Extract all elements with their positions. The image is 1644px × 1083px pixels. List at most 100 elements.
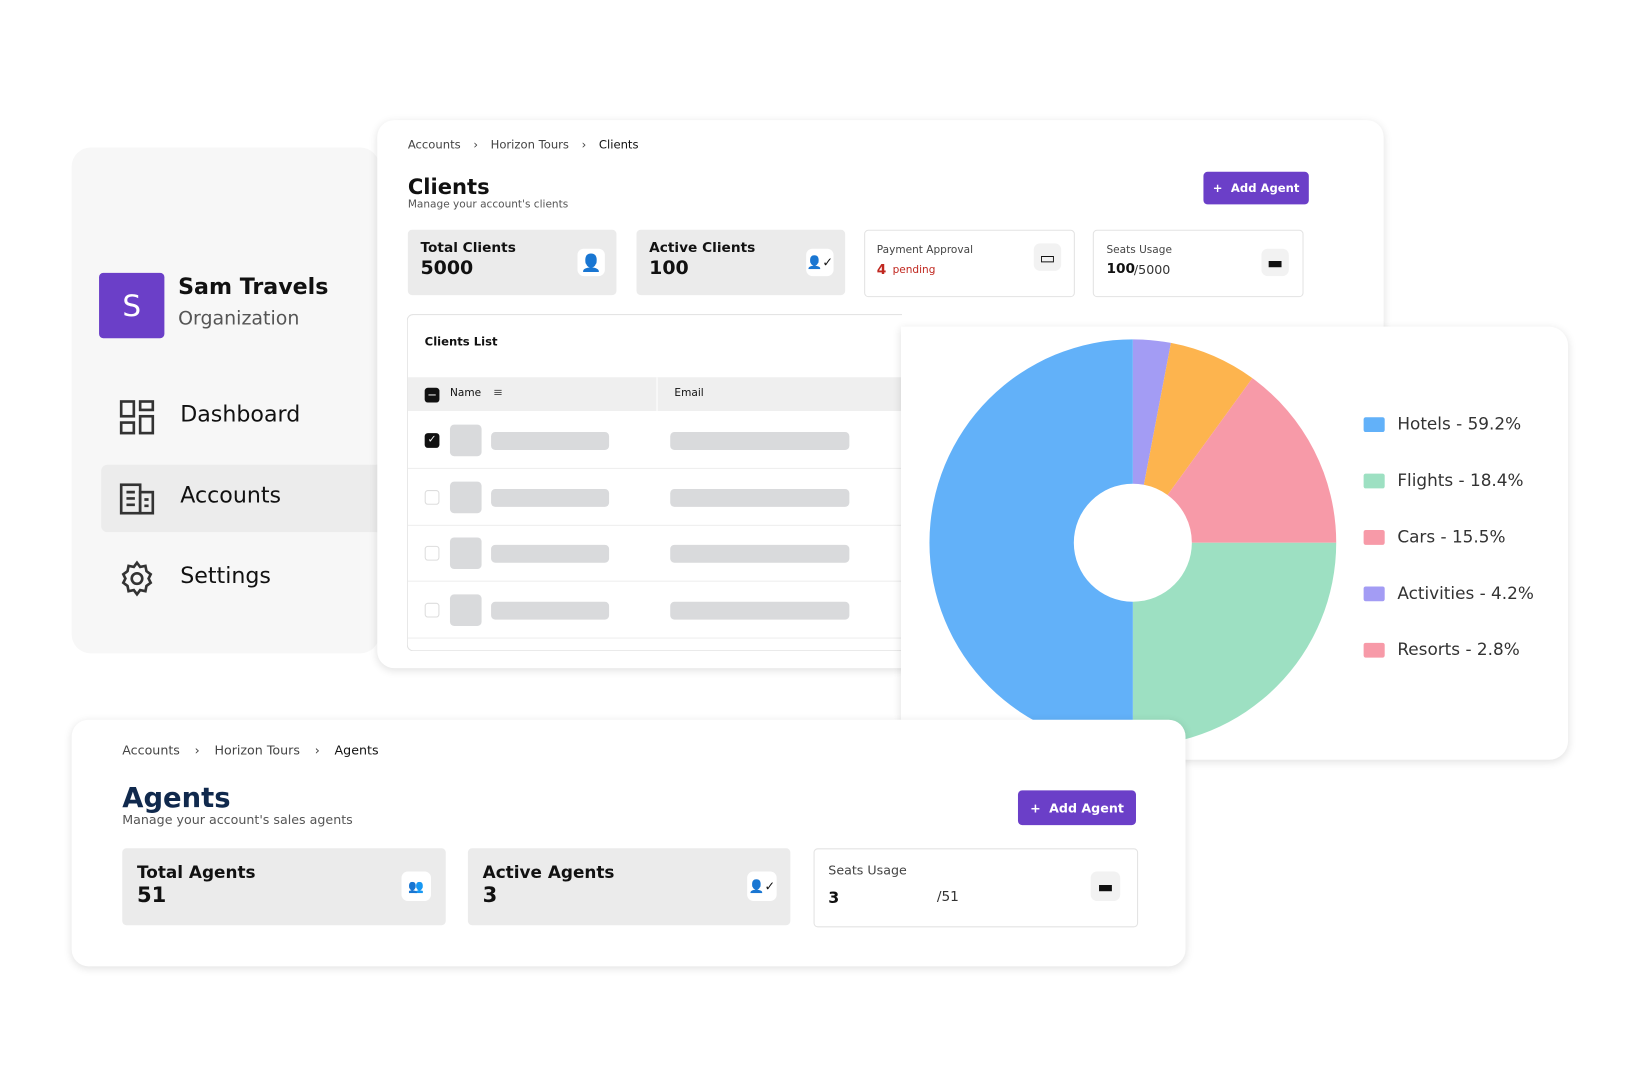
page-subtitle: Manage your account's sales agents — [122, 812, 353, 828]
accounts-icon — [119, 483, 155, 515]
pie-slice — [1143, 342, 1253, 495]
legend-label: Cars - 15.5% — [1397, 526, 1505, 546]
pie-slice — [1167, 378, 1337, 543]
row-divider — [407, 467, 901, 469]
legend-swatch — [1363, 473, 1385, 489]
nav-item[interactable]: Settings — [180, 562, 271, 589]
legend-swatch — [1363, 530, 1385, 545]
legend-label: Resorts - 2.8% — [1397, 639, 1519, 659]
pie-slice — [1132, 542, 1337, 747]
add-agent-button[interactable]: + Add Agent — [1203, 171, 1309, 205]
separator: › — [194, 742, 200, 758]
row-checkbox[interactable] — [424, 545, 440, 561]
stat-value: 5000 — [420, 257, 474, 280]
stat-value: 3 — [828, 888, 840, 908]
stat-label: Active Clients — [649, 240, 756, 257]
header-checkbox[interactable]: − — [424, 387, 440, 403]
legend-swatch — [1363, 417, 1385, 433]
breadcrumb: Accounts › Horizon Tours › Agents — [122, 743, 378, 758]
column-header[interactable]: Name — [449, 387, 482, 400]
page-title: Clients — [407, 173, 490, 200]
dashboard-icon — [119, 400, 155, 435]
org-avatar: S — [99, 272, 165, 339]
card-icon: ▭ — [1033, 243, 1062, 271]
row-checkbox[interactable] — [424, 602, 440, 618]
stat-label: Total Clients — [420, 240, 516, 257]
plus: + — [1212, 181, 1223, 195]
legend-swatch — [1363, 586, 1385, 602]
name-skeleton — [491, 601, 610, 620]
plus: + — [1030, 800, 1041, 816]
email-skeleton — [670, 601, 850, 620]
user-check-icon: 👤✓ — [747, 871, 777, 901]
stat-card — [122, 848, 446, 926]
stat-total: /5000 — [1133, 262, 1171, 278]
separator: › — [314, 742, 320, 758]
org-name: Sam Travels — [178, 273, 329, 300]
stat-label: Payment Approval — [876, 244, 974, 257]
row-checkbox[interactable] — [424, 490, 440, 505]
avatar-skeleton — [449, 594, 482, 626]
stat-card — [467, 848, 791, 926]
table-header — [407, 377, 901, 411]
clients-list — [406, 314, 903, 652]
email-skeleton — [670, 432, 850, 450]
separator: › — [473, 138, 478, 152]
separator: › — [581, 138, 587, 152]
row-divider — [407, 580, 901, 582]
name-skeleton — [491, 488, 610, 507]
user-icon: 👤 — [577, 248, 605, 277]
add-agent-button[interactable]: + Add Agent — [1017, 790, 1136, 826]
legend-label: Activities - 4.2% — [1397, 583, 1534, 603]
stat-value: 51 — [136, 882, 167, 908]
stat-value: 100 — [649, 257, 689, 280]
stat-card — [813, 848, 1139, 928]
legend-label: Flights - 18.4% — [1397, 470, 1523, 490]
seat-icon: ▬ — [1090, 871, 1121, 901]
nav-item[interactable]: Dashboard — [180, 401, 301, 427]
stat-value: 100 — [1106, 261, 1136, 278]
page-title: Agents — [122, 782, 231, 815]
row-checkbox[interactable]: ✓ — [424, 433, 440, 448]
pie-chart: Hotels - 59.2% Flights - 18.4% Cars - 15.5… — [929, 339, 1534, 747]
stat-value: 3 — [482, 882, 498, 908]
breadcrumb: Accounts › Horizon Tours › Clients — [408, 138, 639, 152]
crumb[interactable]: Horizon Tours — [214, 742, 300, 758]
column-header[interactable]: Email — [674, 387, 704, 400]
stat-label: Total Agents — [136, 862, 256, 883]
crumb[interactable]: Accounts — [122, 742, 180, 758]
row-divider — [407, 524, 901, 526]
settings-icon — [121, 560, 153, 597]
avatar-skeleton — [449, 424, 482, 457]
avatar-skeleton — [449, 481, 482, 514]
name-skeleton — [491, 432, 610, 450]
crumb[interactable]: Horizon Tours — [490, 138, 569, 152]
stat-label: Seats Usage — [1106, 244, 1172, 257]
email-skeleton — [670, 488, 850, 507]
crumb[interactable]: Accounts — [407, 138, 461, 152]
name-skeleton — [491, 544, 610, 563]
stat-label: Seats Usage — [828, 863, 907, 878]
email-skeleton — [670, 544, 850, 563]
sort-icon[interactable]: ≡ — [493, 385, 503, 400]
stat-total: /51 — [936, 889, 959, 906]
stat-value: 4 — [876, 262, 887, 279]
user-check-icon: 👤✓ — [806, 248, 834, 277]
avatar-skeleton — [449, 537, 482, 570]
users-icon: 👥 — [401, 871, 432, 901]
page-subtitle: Manage your account's clients — [407, 199, 569, 211]
pie-slice — [929, 339, 1133, 747]
crumb: Agents — [334, 742, 379, 758]
nav-item[interactable]: Accounts — [180, 482, 282, 508]
seat-icon: ▬ — [1261, 248, 1289, 277]
legend-swatch — [1363, 642, 1385, 658]
header-divider — [656, 377, 658, 411]
stat-note: pending — [892, 264, 936, 277]
button-label: Add Agent — [1230, 181, 1300, 195]
button-label: Add Agent — [1049, 800, 1124, 816]
legend-label: Hotels - 59.2% — [1397, 414, 1521, 434]
org-type: Organization — [178, 307, 300, 330]
list-title: Clients List — [424, 335, 498, 349]
